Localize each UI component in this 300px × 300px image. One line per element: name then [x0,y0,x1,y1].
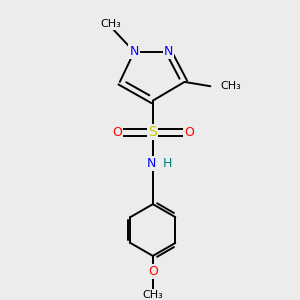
Text: CH₃: CH₃ [220,81,241,91]
Text: O: O [148,265,158,278]
Text: CH₃: CH₃ [101,20,122,29]
Text: O: O [112,126,122,139]
Text: O: O [184,126,194,139]
Text: N: N [130,45,139,58]
Text: H: H [163,158,172,170]
Text: S: S [148,125,157,139]
Text: CH₃: CH₃ [142,290,163,300]
Text: N: N [147,158,156,170]
Text: N: N [164,45,173,58]
